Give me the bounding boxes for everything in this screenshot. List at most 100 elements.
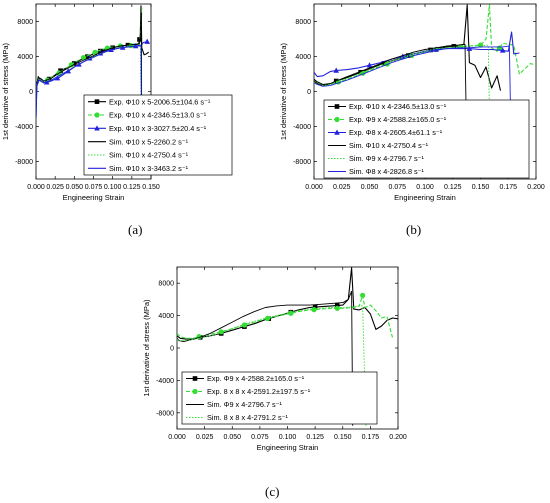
- legend-label: Exp. Φ10 x 4-2346.5±13.0 s⁻¹: [349, 102, 447, 111]
- series-marker-2: [218, 329, 224, 335]
- series-marker-2: [128, 43, 134, 49]
- y-tick-label: 0: [170, 346, 174, 353]
- legend-label: Exp. 8 x 8 x 4-2591.2±197.5 s⁻¹: [207, 387, 311, 396]
- legend-label: Exp. Φ8 x 4-2605.4±61.1 s⁻¹: [349, 128, 443, 137]
- series-marker-3: [366, 62, 373, 68]
- x-tick-label: 0.125: [123, 184, 141, 191]
- y-tick-label: -8000: [15, 159, 33, 166]
- legend-label: Exp. Φ10 x 3-3027.5±20.4 s⁻¹: [109, 124, 207, 133]
- legend-marker: [192, 388, 198, 395]
- legend-marker: [94, 125, 100, 131]
- series-marker-3: [499, 47, 506, 53]
- series-marker-2: [311, 307, 317, 313]
- legend-label: Sim. 8 x 8 x 4-2791.2 s⁻¹: [207, 413, 288, 422]
- x-tick-label: 0.025: [333, 184, 351, 191]
- x-tick-label: 0.100: [416, 184, 434, 191]
- y-axis-label: 1st derivative of stress (MPa): [1, 42, 10, 140]
- y-tick-label: 8000: [158, 281, 174, 288]
- legend-marker: [334, 104, 340, 109]
- x-tick-label: 0.100: [279, 434, 297, 441]
- series-group: [314, 4, 536, 176]
- legend: Exp. Φ10 x 5-2006.5±104.6 s⁻¹ Exp. Φ10 x …: [83, 94, 233, 176]
- series-line-1: [177, 267, 398, 340]
- x-tick-label: 0.200: [389, 434, 407, 441]
- x-axis-label: Engineering Strain: [394, 193, 456, 202]
- caption-c: (c): [265, 484, 280, 499]
- legend-marker: [94, 99, 100, 104]
- legend-marker: [94, 112, 100, 118]
- x-tick-label: 0.075: [85, 184, 103, 191]
- series-marker-2: [241, 322, 248, 328]
- series-line-2: [314, 4, 536, 86]
- series-line-6: [36, 44, 143, 176]
- caption-a: (a): [128, 222, 143, 237]
- y-tick-label: 4000: [295, 54, 311, 61]
- series-marker-1: [72, 61, 77, 66]
- series-marker-2: [80, 54, 87, 61]
- x-tick-label: 0.175: [362, 434, 380, 441]
- legend-label: Sim. Φ9 x 4-2796.7 s⁻¹: [207, 400, 283, 409]
- series-marker-2: [68, 62, 74, 68]
- legend-label: Sim. Φ8 x 4-2826.8 s⁻¹: [349, 167, 425, 176]
- x-tick-label: 0.025: [196, 434, 214, 441]
- chart-3: 0.000 0.025 0.050 0.075 0.100 0.125 0.150 0.175…: [142, 266, 407, 452]
- series-group: [177, 267, 398, 426]
- legend-label: Exp. Φ10 x 5-2006.5±104.6 s⁻¹: [109, 97, 211, 106]
- series-line-6: [314, 45, 513, 176]
- y-tick-label: -4000: [156, 378, 174, 385]
- x-tick-label: 0.000: [305, 184, 323, 191]
- y-tick-label: 0: [29, 89, 33, 96]
- y-tick-label: 8000: [17, 19, 33, 26]
- series-marker-1: [312, 304, 318, 310]
- x-tick-label: 0.075: [251, 434, 269, 441]
- y-tick-label: 4000: [158, 313, 174, 320]
- x-tick-label: 0.050: [361, 184, 379, 191]
- y-tick-label: -4000: [293, 124, 311, 131]
- y-tick-label: -4000: [15, 124, 33, 131]
- legend-label: Sim. Φ10 x 4-2750.4 s⁻¹: [109, 151, 189, 160]
- series-marker-1: [381, 61, 387, 66]
- series-marker-1: [58, 68, 63, 73]
- legend-marker: [334, 129, 340, 135]
- chart-1: 0.000 0.025 0.050 0.075 0.100 0.125 0.150 8000 4…: [1, 3, 233, 202]
- series-marker-1: [85, 54, 90, 59]
- y-tick-label: -8000: [156, 410, 174, 417]
- series-line-3: [177, 290, 354, 426]
- x-tick-label: 0.100: [104, 184, 122, 191]
- legend-box: [181, 371, 378, 425]
- y-tick-label: 0: [307, 89, 311, 96]
- legend-label: Sim. Φ10 x 5-2260.2 s⁻¹: [109, 137, 189, 146]
- x-axis-label: Engineering Strain: [257, 443, 319, 452]
- x-tick-label: 0.000: [168, 434, 186, 441]
- series-line-4: [36, 12, 143, 176]
- x-tick-label: 0.000: [27, 184, 45, 191]
- x-tick-label: 0.050: [66, 184, 84, 191]
- series-marker-3: [54, 75, 61, 81]
- legend-label: Exp. Φ10 x 4-2346.5±13.0 s⁻¹: [109, 111, 207, 120]
- legend-label: Sim. Φ9 x 4-2796.7 s⁻¹: [349, 154, 425, 163]
- y-axis-label: 1st derivative of stress (MPa): [142, 299, 151, 397]
- x-tick-label: 0.125: [306, 434, 324, 441]
- series-line-5: [314, 44, 491, 176]
- legend-box: [323, 99, 530, 179]
- series-marker-1: [137, 37, 142, 42]
- series-marker-3: [144, 38, 150, 44]
- legend-label: Exp. Φ9 x 4-2588.2±165.0 s⁻¹: [207, 374, 305, 383]
- legend-box: [83, 94, 233, 176]
- series-marker-2: [334, 305, 340, 311]
- y-tick-label: 4000: [17, 54, 33, 61]
- legend-label: Sim. Φ10 x 3-3463.2 s⁻¹: [109, 164, 189, 173]
- series-marker-2: [360, 292, 366, 298]
- series-group: [36, 5, 150, 176]
- series-line-4: [314, 43, 468, 176]
- x-tick-label: 0.050: [223, 434, 241, 441]
- x-tick-label: 0.200: [527, 184, 545, 191]
- x-tick-label: 0.150: [472, 184, 490, 191]
- y-tick-label: 8000: [295, 19, 311, 26]
- x-tick-label: 0.125: [444, 184, 462, 191]
- y-axis-label: 1st derivative of stress (MPa): [279, 42, 288, 140]
- series-line-2: [177, 294, 394, 339]
- y-tick-label: -8000: [293, 159, 311, 166]
- caption-b: (b): [406, 222, 422, 237]
- chart-2: 0.000 0.025 0.050 0.075 0.100 0.125 0.150 0.175…: [279, 3, 545, 202]
